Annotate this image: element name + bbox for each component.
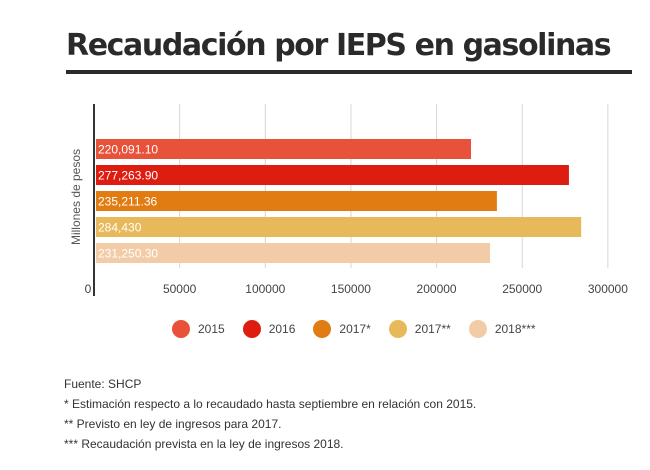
page-title: Recaudación por IEPS en gasolinas bbox=[66, 28, 612, 63]
bar-2016 bbox=[96, 165, 569, 185]
legend-item-2018***: 2018*** bbox=[468, 320, 536, 338]
bar-label-2016: 277,263.90 bbox=[98, 169, 158, 183]
x-tick-labels: 0 50000 100000 150000 200000 250000 300000 bbox=[85, 282, 629, 296]
source-note: Fuente: SHCP bbox=[64, 377, 142, 391]
footnote-1: * Estimación respecto a lo recaudado has… bbox=[64, 397, 477, 411]
bar-label-2017**: 284,430 bbox=[98, 221, 142, 235]
footnote-2: ** Previsto en ley de ingresos para 2017… bbox=[64, 417, 282, 431]
legend-swatch-2017** bbox=[388, 320, 407, 338]
x-tick-label-6: 300000 bbox=[588, 282, 628, 296]
bar-2018*** bbox=[96, 243, 491, 263]
x-tick-label-4: 200000 bbox=[417, 282, 457, 296]
bar-2015 bbox=[96, 139, 471, 159]
legend-swatch-2017* bbox=[313, 320, 332, 338]
title-rule bbox=[66, 70, 632, 74]
legend-item-2016: 2016 bbox=[242, 320, 296, 338]
grid-lines bbox=[179, 104, 609, 268]
legend: 2015 2016 2017* 2017** 2018*** bbox=[172, 318, 554, 340]
x-tick-label-0: 0 bbox=[85, 282, 92, 296]
legend-label-2016: 2016 bbox=[268, 322, 296, 336]
bar-label-2017*: 235,211.36 bbox=[98, 195, 157, 209]
legend-label-2017**: 2017** bbox=[414, 322, 451, 336]
legend-label-2018***: 2018*** bbox=[494, 322, 536, 336]
bar-label-2015: 220,091.10 bbox=[98, 143, 158, 157]
legend-swatch-2015 bbox=[172, 320, 190, 338]
footnote-3: *** Recaudación prevista en la ley de in… bbox=[64, 437, 344, 451]
x-tick-label-5: 250000 bbox=[502, 282, 542, 296]
bar-2017* bbox=[96, 191, 497, 211]
legend-swatch-2016 bbox=[242, 320, 261, 338]
notes: Fuente: SHCP * Estimación respecto a lo … bbox=[64, 374, 476, 454]
x-tick-label-3: 150000 bbox=[331, 282, 371, 296]
legend-item-2015: 2015 bbox=[172, 320, 225, 338]
bars: 220,091.10 277,263.90 235,211.36 284,430 231… bbox=[96, 139, 582, 263]
legend-item-2017*: 2017* bbox=[313, 320, 371, 338]
legend-label-2015: 2015 bbox=[198, 322, 225, 336]
x-tick-label-1: 50000 bbox=[163, 282, 197, 296]
legend-label-2017*: 2017* bbox=[339, 322, 371, 336]
legend-swatch-2018*** bbox=[468, 320, 487, 338]
x-tick-label-2: 100000 bbox=[245, 282, 285, 296]
legend-item-2017**: 2017** bbox=[388, 320, 451, 338]
bar-2017** bbox=[96, 217, 582, 237]
bar-label-2018***: 231,250.30 bbox=[98, 247, 158, 261]
y-axis-label: Millones de pesos bbox=[69, 149, 83, 245]
